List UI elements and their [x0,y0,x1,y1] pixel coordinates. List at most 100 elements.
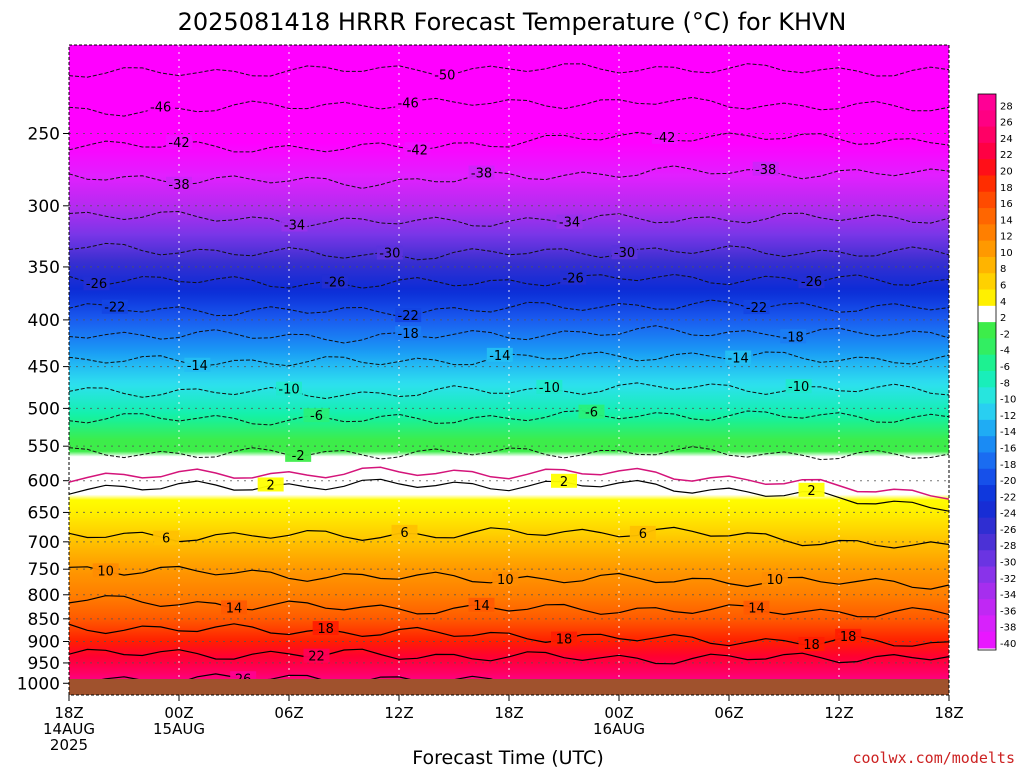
colorbar-label: -22 [1000,492,1016,503]
contour-label-bg [551,631,577,646]
colorbar-label: 8 [1000,264,1006,275]
credit-text: coolwx.com/modelts [852,749,1015,767]
contour-line--6 [69,410,949,426]
x-tick-label: 12Z [824,704,853,722]
colorbar-segment [978,371,996,388]
y-tick-label: 700 [28,533,60,553]
colorbar-frame [977,93,997,651]
contour-label-bg [743,300,770,315]
colorbar-label: -20 [1000,476,1016,487]
contour-label--22: -22 [398,309,419,324]
colorbar-label: 16 [1000,199,1013,210]
y-tick-label: 650 [28,503,60,523]
contour-label--46: -46 [150,101,171,116]
contour-label-10: 10 [97,564,114,579]
colorbar-label: 12 [1000,232,1013,243]
contour-line-14 [69,595,949,618]
colorbar-segment [978,305,996,323]
colorbar-segment [978,387,996,405]
colorbar-segment [978,175,996,193]
contour-label-bg [395,308,422,323]
colorbar-segment [978,566,996,584]
contour-line-22 [69,648,949,665]
contour-label-bg [257,477,284,492]
contour-label-bg [391,524,418,539]
colorbar-segment [978,273,996,291]
colorbar-label: -10 [1000,395,1016,406]
chart-title: 2025081418 HRRR Forecast Temperature (°C… [178,8,847,36]
colorbar-segment [978,419,996,437]
contour-label-22: 22 [308,650,325,665]
contour-label--46: -46 [398,96,419,111]
contour-label--38: -38 [471,167,492,182]
contour-label-bg [395,95,422,110]
contour-label--14: -14 [187,359,208,374]
colorbar-label: -6 [1000,362,1010,373]
contour-label-bg [153,530,180,545]
contour-label-18: 18 [317,622,334,637]
contour-label--2: -2 [292,449,305,464]
x-tick-label: 18Z [54,704,83,722]
contour-line--22 [69,299,949,317]
contour-label--42: -42 [407,143,428,158]
contour-label-bg [611,245,638,260]
colorbar-label: 2 [1000,313,1006,324]
contour-label-bg [468,165,495,180]
contour-label-bg [551,473,577,488]
x-tick-label: 16AUG [593,720,645,738]
colorbar-label: 28 [1000,101,1013,112]
colorbar-label: 22 [1000,150,1013,161]
colorbar-segment [978,631,996,649]
colorbar-label: 24 [1000,134,1013,145]
colorbar-segment [978,354,996,372]
colorbar-segment [978,126,996,144]
colorbar-label: -8 [1000,378,1010,389]
colorbar-label: -30 [1000,558,1016,569]
contour-label--18: -18 [783,330,804,345]
contour-line--2 [69,446,949,461]
colorbar-segment [978,468,996,486]
contour-label-bg [395,326,422,341]
contour-label--14: -14 [489,349,510,364]
contour-line--46 [69,96,949,117]
contour-label-bg [560,270,587,285]
contour-label-bg [281,217,308,232]
x-axis-title: Forecast Time (UTC) [412,747,603,768]
contour-label-2: 2 [807,484,815,499]
contour-label-bg [404,142,431,157]
contour-label-bg [492,571,519,586]
colorbar-segment [978,501,996,519]
colorbar-segment [978,256,996,274]
ground-strip [69,679,949,695]
contour-label-bg [276,381,302,396]
colorbar-segment [978,289,996,307]
colorbar-label: 26 [1000,118,1013,129]
contour-label-bg [798,637,825,652]
colorbar-label: -40 [1000,639,1016,650]
contour-label--34: -34 [559,216,580,231]
contour-line-6 [69,526,949,549]
contour-line--30 [69,242,949,261]
colorbar-segment [978,208,996,225]
contour-label--18: -18 [398,327,419,342]
contour-label-6: 6 [639,527,647,542]
contour-label-14: 14 [748,602,765,617]
colorbar-label: 20 [1000,166,1013,177]
colorbar-segment [978,436,996,453]
x-tick-label: 15AUG [153,720,205,738]
colorbar-segment [978,94,996,111]
colorbar: 28 26 24 22 20 18 16 14 12 10 8 6 4 2 -2 -4 -6 -8 -10 -12 -1… [977,93,1016,651]
colorbar-label: 18 [1000,183,1013,194]
y-tick-label: 500 [28,399,60,419]
x-tick-label: 00Z [604,704,633,722]
contour-label-18: 18 [803,638,820,653]
contour-label-bg [752,161,779,176]
contour-label--38: -38 [755,163,776,178]
colorbar-segment [978,338,996,356]
colorbar-segment [978,224,996,242]
y-tick-label: 800 [28,586,60,606]
contour-label--6: -6 [310,409,323,424]
contour-label--42: -42 [168,136,189,151]
